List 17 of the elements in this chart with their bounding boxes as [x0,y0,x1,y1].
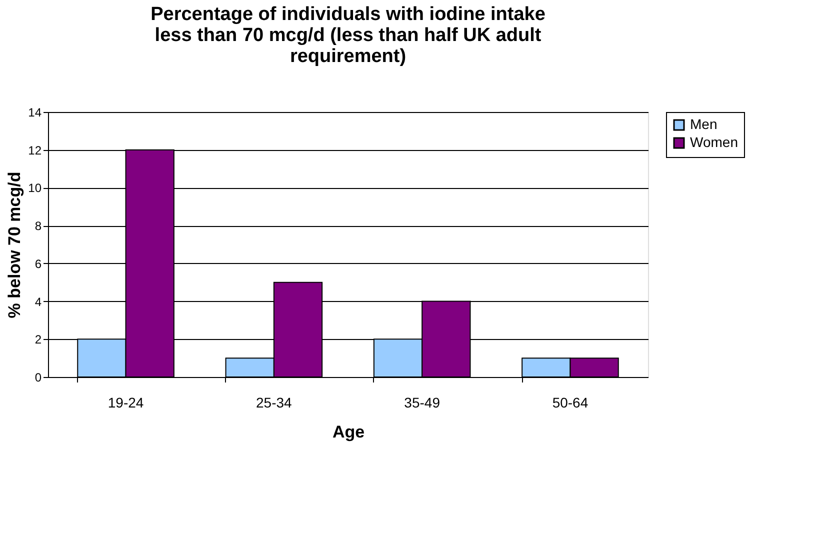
y-tick-label: 12 [28,143,42,158]
y-tick-label: 0 [34,370,42,384]
y-tick-label: 8 [34,219,42,234]
x-axis-title: Age [332,422,365,442]
y-tick-label: 10 [28,181,42,196]
chart-title: Percentage of individuals with iodine intake less than 70 mcg/d (less than half UK adult requirement) [150,4,546,67]
legend-label: Women [690,134,738,150]
y-tick-label: 6 [34,256,42,271]
x-tick-label: 50-64 [552,394,588,410]
y-tick-label: 14 [28,106,42,120]
legend-label: Men [690,116,718,132]
y-tick-label: 2 [34,332,42,347]
x-tick-label: 19-24 [108,394,144,410]
x-tick-label: 25-34 [256,394,292,410]
y-tick-label: 4 [34,294,42,309]
y-axis-title: % below 70 mcg/d [5,172,24,318]
x-tick-label: 35-49 [404,394,440,410]
